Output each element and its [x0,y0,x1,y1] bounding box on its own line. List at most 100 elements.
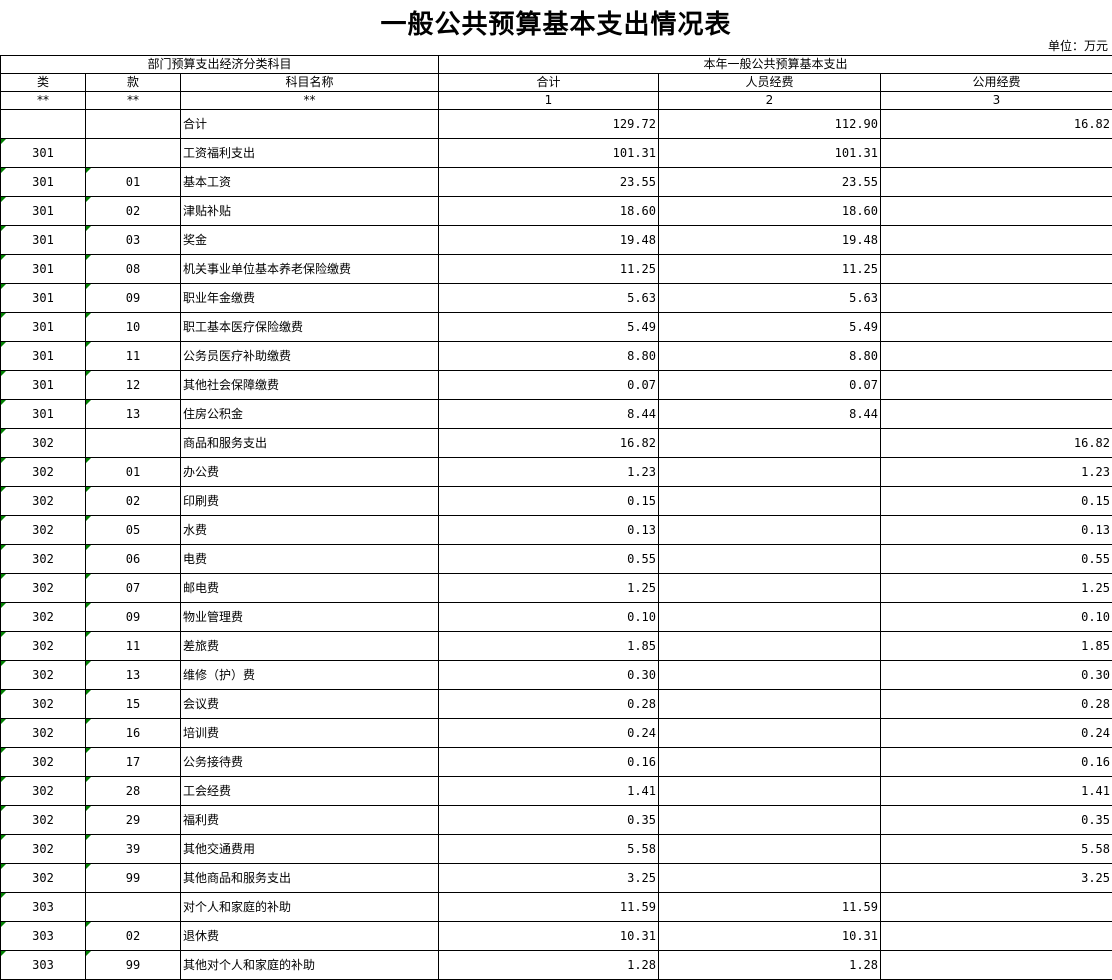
kuan-cell: 01 [86,168,181,197]
personnel-cell: 101.31 [659,139,881,168]
personnel-cell [659,777,881,806]
public-cell: 3.25 [881,864,1112,893]
total-cell: 18.60 [439,197,659,226]
lei-cell: 301 [1,197,86,226]
lei-cell: 302 [1,748,86,777]
total-cell: 5.58 [439,835,659,864]
header-lei: 类 [1,74,86,92]
total-cell: 23.55 [439,168,659,197]
personnel-cell [659,748,881,777]
item-name-cell: 会议费 [181,690,439,719]
lei-cell: 302 [1,429,86,458]
header-group-left: 部门预算支出经济分类科目 [1,56,439,74]
budget-table: 部门预算支出经济分类科目 本年一般公共预算基本支出 类 款 科目名称 合计 人员… [0,55,1112,980]
kuan-cell: 03 [86,226,181,255]
header-kuan: 款 [86,74,181,92]
item-name-cell: 职工基本医疗保险缴费 [181,313,439,342]
personnel-cell [659,835,881,864]
public-cell [881,371,1112,400]
public-cell: 0.16 [881,748,1112,777]
lei-cell: 302 [1,835,86,864]
total-cell: 0.30 [439,661,659,690]
total-cell: 10.31 [439,922,659,951]
public-cell [881,255,1112,284]
total-cell: 1.23 [439,458,659,487]
public-cell [881,226,1112,255]
total-cell: 0.07 [439,371,659,400]
total-cell: 1.25 [439,574,659,603]
public-cell [881,951,1112,980]
personnel-cell: 1.28 [659,951,881,980]
kuan-cell: 09 [86,603,181,632]
kuan-cell: 05 [86,516,181,545]
lei-cell: 301 [1,284,86,313]
item-name-cell: 物业管理费 [181,603,439,632]
item-name-cell: 差旅费 [181,632,439,661]
total-cell: 16.82 [439,429,659,458]
lei-cell: 302 [1,661,86,690]
page-title: 一般公共预算基本支出情况表 [0,4,1112,41]
kuan-cell: 12 [86,371,181,400]
public-cell [881,313,1112,342]
header-group-row: 部门预算支出经济分类科目 本年一般公共预算基本支出 [1,56,1112,74]
kuan-cell: 13 [86,661,181,690]
lei-cell [1,110,86,139]
total-cell: 0.35 [439,806,659,835]
public-cell: 1.23 [881,458,1112,487]
total-cell: 5.49 [439,313,659,342]
kuan-cell: 28 [86,777,181,806]
lei-cell: 302 [1,806,86,835]
personnel-cell [659,429,881,458]
lei-cell: 301 [1,139,86,168]
total-cell: 1.41 [439,777,659,806]
kuan-cell: 15 [86,690,181,719]
total-cell: 0.13 [439,516,659,545]
total-cell: 0.28 [439,690,659,719]
personnel-cell: 8.44 [659,400,881,429]
kuan-cell: 06 [86,545,181,574]
header-columns-row: 类 款 科目名称 合计 人员经费 公用经费 [1,74,1112,92]
kuan-cell: 11 [86,342,181,371]
header-codes-row: ** ** ** 1 2 3 [1,92,1112,110]
lei-cell: 303 [1,951,86,980]
lei-cell: 302 [1,574,86,603]
personnel-cell: 23.55 [659,168,881,197]
lei-cell: 302 [1,516,86,545]
public-cell: 5.58 [881,835,1112,864]
kuan-cell [86,110,181,139]
item-name-cell: 培训费 [181,719,439,748]
public-cell: 0.28 [881,690,1112,719]
total-cell: 11.25 [439,255,659,284]
item-name-cell: 水费 [181,516,439,545]
personnel-cell [659,864,881,893]
personnel-cell: 0.07 [659,371,881,400]
kuan-cell: 07 [86,574,181,603]
code-cell: 1 [439,92,659,110]
lei-cell: 302 [1,487,86,516]
kuan-cell: 11 [86,632,181,661]
public-cell: 0.24 [881,719,1112,748]
total-cell: 1.85 [439,632,659,661]
total-cell: 101.31 [439,139,659,168]
kuan-cell: 02 [86,922,181,951]
public-cell: 1.41 [881,777,1112,806]
item-name-cell: 电费 [181,545,439,574]
kuan-cell: 16 [86,719,181,748]
total-cell: 8.44 [439,400,659,429]
personnel-cell [659,661,881,690]
